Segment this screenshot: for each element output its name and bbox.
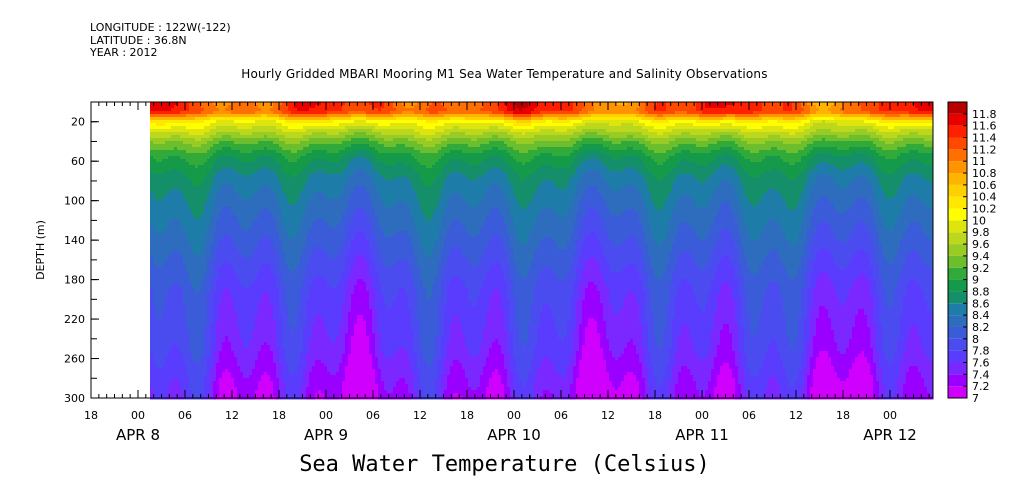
colorbar-title: Sea Water Temperature (Celsius) bbox=[0, 452, 1009, 477]
colorbar-label: 10.4 bbox=[972, 191, 997, 204]
x-tick-label: 18 bbox=[648, 409, 662, 422]
colorbar-label: 10.2 bbox=[972, 203, 997, 216]
colorbar-label: 11.8 bbox=[972, 108, 997, 121]
x-tick-label: 06 bbox=[366, 409, 380, 422]
colorbar-swatch bbox=[948, 374, 967, 387]
colorbar-label: 11 bbox=[972, 155, 986, 168]
year-text: YEAR : 2012 bbox=[90, 46, 231, 60]
plot-area bbox=[150, 102, 934, 400]
colorbar-label: 10.6 bbox=[972, 179, 997, 192]
colorbar-swatch bbox=[948, 291, 967, 304]
x-date-label: APR 10 bbox=[487, 426, 541, 444]
x-tick-label: 12 bbox=[789, 409, 803, 422]
colorbar-swatch bbox=[948, 303, 967, 316]
colorbar-swatch bbox=[948, 113, 967, 126]
colorbar-label: 7.4 bbox=[972, 368, 990, 381]
x-tick-label: 00 bbox=[131, 409, 145, 422]
colorbar-label: 8.6 bbox=[972, 297, 990, 310]
x-tick-label: 00 bbox=[319, 409, 333, 422]
x-tick-label: 00 bbox=[883, 409, 897, 422]
colorbar-label: 9.2 bbox=[972, 262, 990, 275]
colorbar-label: 7.2 bbox=[972, 380, 990, 393]
colorbar-swatch bbox=[948, 232, 967, 245]
colorbar-swatch bbox=[948, 102, 967, 114]
x-tick-label: 00 bbox=[507, 409, 521, 422]
y-tick-label: 260 bbox=[64, 353, 85, 366]
colorbar-label: 10 bbox=[972, 214, 986, 227]
colorbar-swatch bbox=[948, 267, 967, 280]
colorbar-swatch bbox=[948, 255, 967, 268]
x-tick-label: 12 bbox=[601, 409, 615, 422]
colorbar-swatch bbox=[948, 137, 967, 150]
y-tick-label: 20 bbox=[71, 116, 85, 129]
x-date-label: APR 12 bbox=[863, 426, 917, 444]
colorbar-label: 9 bbox=[972, 274, 979, 287]
colorbar-label: 9.6 bbox=[972, 238, 990, 251]
colorbar-swatch bbox=[948, 125, 967, 138]
x-date-label: APR 9 bbox=[304, 426, 348, 444]
colorbar-swatch bbox=[948, 184, 967, 197]
x-tick-label: 18 bbox=[84, 409, 98, 422]
longitude-text: LONGITUDE : 122W(-122) bbox=[90, 21, 231, 35]
colorbar-label: 7.8 bbox=[972, 345, 990, 358]
colorbar-label: 8.8 bbox=[972, 285, 990, 298]
x-tick-label: 06 bbox=[178, 409, 192, 422]
y-tick-label: 60 bbox=[71, 155, 85, 168]
colorbar-swatch bbox=[948, 149, 967, 162]
x-tick-label: 18 bbox=[836, 409, 850, 422]
y-tick-label: 100 bbox=[64, 195, 85, 208]
temperature-field bbox=[150, 102, 934, 400]
colorbar-swatch bbox=[948, 173, 967, 185]
x-date-label: APR 8 bbox=[116, 426, 160, 444]
x-tick-label: 12 bbox=[225, 409, 239, 422]
colorbar-swatch bbox=[948, 362, 967, 375]
colorbar-label: 9.4 bbox=[972, 250, 990, 263]
y-tick-label: 140 bbox=[64, 234, 85, 247]
x-tick-label: 18 bbox=[272, 409, 286, 422]
x-tick-label: 12 bbox=[413, 409, 427, 422]
colorbar-label: 8.2 bbox=[972, 321, 990, 334]
colorbar-label: 10.8 bbox=[972, 167, 997, 180]
colorbar-label: 8.4 bbox=[972, 309, 990, 322]
colorbar: 77.27.47.67.888.28.48.68.899.29.49.69.81… bbox=[947, 101, 997, 405]
y-tick-label: 220 bbox=[64, 313, 85, 326]
colorbar-label: 9.8 bbox=[972, 226, 990, 239]
colorbar-label: 11.2 bbox=[972, 143, 997, 156]
colorbar-label: 11.4 bbox=[972, 132, 997, 145]
colorbar-label: 8 bbox=[972, 333, 979, 346]
latitude-text: LATITUDE : 36.8N bbox=[90, 34, 231, 48]
colorbar-swatch bbox=[948, 279, 967, 292]
chart-title: Hourly Gridded MBARI Mooring M1 Sea Wate… bbox=[0, 67, 1009, 81]
plot-frame bbox=[90, 101, 934, 399]
colorbar-swatch bbox=[948, 326, 967, 339]
axes: DEPTH (m) 20 60 100 140 180 220 260 300 18 00 06 12 1… bbox=[34, 101, 934, 444]
colorbar-label: 11.6 bbox=[972, 120, 997, 133]
x-tick-label: 18 bbox=[460, 409, 474, 422]
colorbar-swatch bbox=[948, 161, 967, 174]
metadata-block: LONGITUDE : 122W(-122) LATITUDE : 36.8N … bbox=[90, 21, 231, 60]
colorbar-swatch bbox=[948, 208, 967, 221]
colorbar-label: 7.6 bbox=[972, 356, 990, 369]
x-date-label: APR 11 bbox=[675, 426, 729, 444]
colorbar-swatch bbox=[948, 220, 967, 233]
colorbar-swatch bbox=[948, 386, 967, 398]
x-tick-label: 06 bbox=[554, 409, 568, 422]
colorbar-swatch bbox=[948, 338, 967, 351]
colorbar-swatch bbox=[948, 196, 967, 209]
colorbar-swatch bbox=[948, 315, 967, 327]
x-tick-label: 06 bbox=[742, 409, 756, 422]
x-tick-label: 00 bbox=[695, 409, 709, 422]
colorbar-swatch bbox=[948, 244, 967, 256]
colorbar-label: 7 bbox=[972, 392, 979, 405]
colorbar-swatch bbox=[948, 350, 967, 363]
y-tick-label: 180 bbox=[64, 274, 85, 287]
y-axis-label: DEPTH (m) bbox=[34, 220, 47, 280]
y-tick-label: 300 bbox=[64, 392, 85, 405]
